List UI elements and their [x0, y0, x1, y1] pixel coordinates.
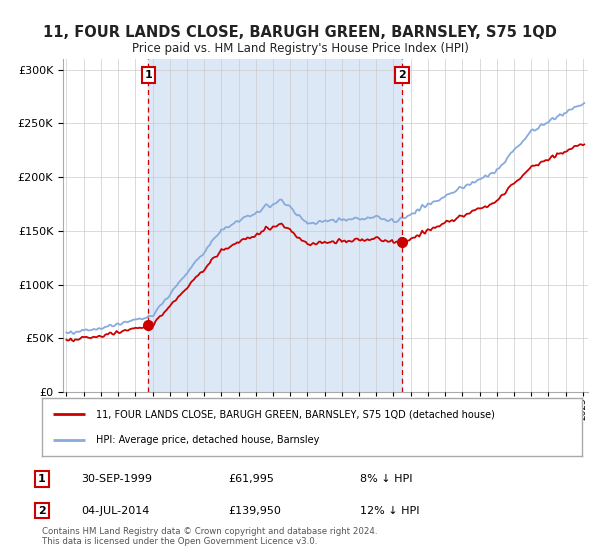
Text: Contains HM Land Registry data © Crown copyright and database right 2024.
This d: Contains HM Land Registry data © Crown c…	[42, 526, 377, 546]
Bar	[148, 59, 402, 392]
Text: 30-SEP-1999: 30-SEP-1999	[81, 474, 152, 484]
Text: 2: 2	[398, 70, 406, 80]
Text: 11, FOUR LANDS CLOSE, BARUGH GREEN, BARNSLEY, S75 1QD (detached house): 11, FOUR LANDS CLOSE, BARUGH GREEN, BARN…	[96, 409, 495, 419]
Text: 8% ↓ HPI: 8% ↓ HPI	[360, 474, 413, 484]
Text: HPI: Average price, detached house, Barnsley: HPI: Average price, detached house, Barn…	[96, 435, 319, 445]
Text: 1: 1	[38, 474, 46, 484]
Text: 12% ↓ HPI: 12% ↓ HPI	[360, 506, 419, 516]
Text: £61,995: £61,995	[228, 474, 274, 484]
Text: £139,950: £139,950	[228, 506, 281, 516]
Text: 2: 2	[38, 506, 46, 516]
Text: 04-JUL-2014: 04-JUL-2014	[81, 506, 149, 516]
Text: 1: 1	[145, 70, 152, 80]
Text: Price paid vs. HM Land Registry's House Price Index (HPI): Price paid vs. HM Land Registry's House …	[131, 42, 469, 55]
Text: 11, FOUR LANDS CLOSE, BARUGH GREEN, BARNSLEY, S75 1QD: 11, FOUR LANDS CLOSE, BARUGH GREEN, BARN…	[43, 25, 557, 40]
